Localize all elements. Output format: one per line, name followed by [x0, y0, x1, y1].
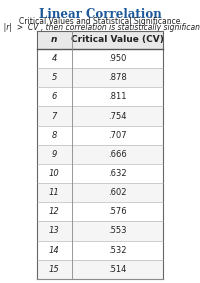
Text: n: n — [51, 35, 58, 44]
Text: 12: 12 — [49, 207, 60, 216]
Text: .666: .666 — [108, 150, 127, 159]
Text: .576: .576 — [108, 207, 127, 216]
Text: 8: 8 — [52, 131, 57, 140]
Bar — [37, 87, 163, 106]
Bar — [37, 145, 163, 164]
Text: 10: 10 — [49, 169, 60, 178]
Bar — [37, 49, 163, 68]
Text: 6: 6 — [52, 92, 57, 101]
Text: .754: .754 — [108, 112, 127, 121]
Text: .532: .532 — [108, 246, 127, 255]
Text: .602: .602 — [108, 188, 127, 197]
Text: 11: 11 — [49, 188, 60, 197]
Text: 7: 7 — [52, 112, 57, 121]
Bar — [37, 68, 163, 87]
Bar — [37, 31, 163, 49]
Text: .707: .707 — [108, 131, 127, 140]
Text: If  |r|  >  CV , then correlation is statistically significant.: If |r| > CV , then correlation is statis… — [0, 23, 200, 32]
Text: .811: .811 — [108, 92, 127, 101]
Text: 14: 14 — [49, 246, 60, 255]
Text: .878: .878 — [108, 73, 127, 82]
Bar — [37, 126, 163, 145]
Text: .632: .632 — [108, 169, 127, 178]
Bar — [37, 164, 163, 183]
Bar — [37, 106, 163, 126]
Bar — [37, 260, 163, 279]
Bar — [37, 241, 163, 260]
Bar — [37, 183, 163, 202]
Text: Critical Values and Statistical Significance: Critical Values and Statistical Signific… — [19, 17, 181, 26]
Bar — [37, 221, 163, 241]
Text: Critical Value (CV): Critical Value (CV) — [71, 35, 164, 44]
Text: 15: 15 — [49, 265, 60, 274]
Text: .514: .514 — [109, 265, 127, 274]
Text: 5: 5 — [52, 73, 57, 82]
Text: .950: .950 — [109, 54, 127, 63]
Bar — [37, 202, 163, 221]
Text: 4: 4 — [52, 54, 57, 63]
Text: 9: 9 — [52, 150, 57, 159]
Text: 13: 13 — [49, 226, 60, 235]
Text: Linear Correlation: Linear Correlation — [39, 8, 161, 22]
Text: .553: .553 — [108, 226, 127, 235]
